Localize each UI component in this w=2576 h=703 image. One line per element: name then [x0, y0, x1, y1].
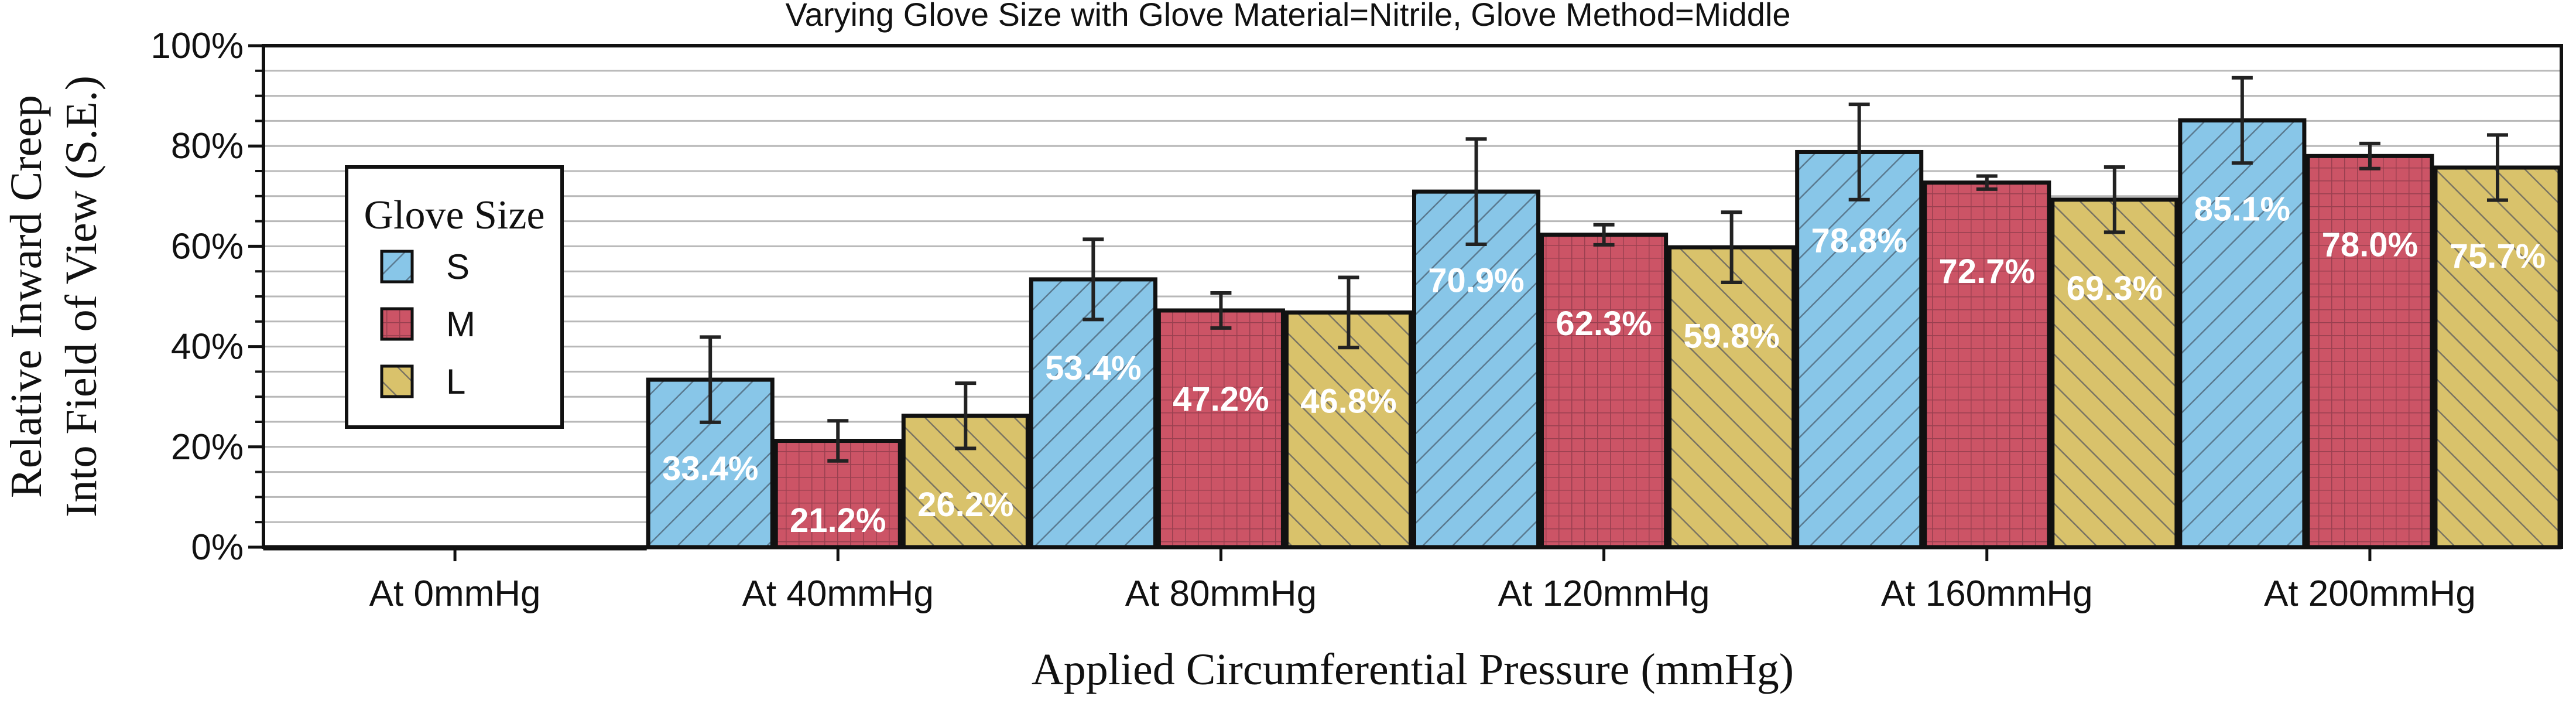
data-label-M-4: 72.7% — [1939, 252, 2035, 291]
legend-swatch-M — [380, 307, 414, 341]
y-tick-label: 40% — [171, 327, 244, 367]
data-label-S-2: 53.4% — [1045, 349, 1141, 387]
bar-S-3 — [1412, 189, 1541, 550]
data-label-S-1: 33.4% — [662, 449, 758, 487]
y-axis-title-line-2: Into Field of View (S.E.) — [57, 76, 106, 517]
x-axis: At 0mmHg At 40mmHg At 80mmHg At 120mmHg At 1… — [369, 547, 2476, 614]
bar-L-5 — [2433, 165, 2562, 550]
data-label-S-5: 85.1% — [2194, 190, 2290, 228]
legend-label-L: L — [446, 362, 465, 401]
bar-M-3 — [1540, 233, 1669, 550]
data-label-S-3: 70.9% — [1428, 261, 1524, 299]
data-label-L-5: 75.7% — [2450, 237, 2546, 275]
x-tick-label: At 160mmHg — [1881, 574, 2093, 614]
bar-L-3 — [1667, 245, 1796, 550]
error-bars — [700, 76, 2508, 463]
chart-title: Varying Glove Size with Glove Material=N… — [785, 0, 1790, 33]
x-tick-label: At 0mmHg — [369, 574, 541, 614]
y-axis-title: Relative Inward Creep Into Field of View… — [2, 76, 106, 517]
bar-S-2 — [1029, 277, 1157, 550]
data-label-L-3: 59.8% — [1683, 317, 1779, 355]
data-label-M-1: 21.2% — [790, 501, 886, 540]
data-label-M-5: 78.0% — [2322, 226, 2418, 264]
y-tick-label: 100% — [150, 26, 244, 66]
x-tick-label: At 80mmHg — [1125, 574, 1317, 614]
legend-swatch-L — [380, 364, 414, 398]
data-label-S-4: 78.8% — [1811, 222, 1907, 260]
y-tick-label: 60% — [171, 226, 244, 267]
legend-title: Glove Size — [364, 193, 544, 238]
bar-M-5 — [2306, 153, 2434, 550]
x-axis-title: Applied Circumferential Pressure (mmHg) — [1032, 645, 1794, 694]
legend: Glove Size SML — [345, 165, 564, 429]
y-tick-label: 80% — [171, 126, 244, 166]
bar-M-2 — [1156, 308, 1285, 550]
bar-S-4 — [1795, 149, 1924, 550]
bar-L-2 — [1284, 310, 1413, 550]
y-axis-title-line-1: Relative Inward Creep — [2, 95, 51, 498]
data-label-L-2: 46.8% — [1300, 383, 1396, 421]
data-label-L-1: 26.2% — [917, 486, 1013, 524]
data-label-M-2: 47.2% — [1173, 380, 1269, 418]
bar-S-5 — [2178, 118, 2307, 550]
legend-label-S: S — [446, 247, 470, 286]
y-tick-label: 0% — [191, 527, 244, 568]
y-axis: 0% 20% 40% 60% 80% 100% — [150, 26, 263, 568]
legend-label-M: M — [446, 305, 475, 344]
data-label-M-3: 62.3% — [1556, 305, 1652, 343]
bar-M-4 — [1923, 180, 2051, 550]
data-labels: 33.4% 21.2% 26.2% 53.4% 47.2% 46.8% 70.9% 62.3%… — [662, 190, 2546, 540]
x-tick-label: At 40mmHg — [742, 574, 934, 614]
x-tick-label: At 120mmHg — [1498, 574, 1710, 614]
y-tick-label: 20% — [171, 427, 244, 467]
x-tick-label: At 200mmHg — [2264, 574, 2476, 614]
data-label-L-4: 69.3% — [2067, 269, 2163, 308]
legend-swatch-S — [380, 250, 414, 284]
bar-L-4 — [2050, 197, 2179, 550]
